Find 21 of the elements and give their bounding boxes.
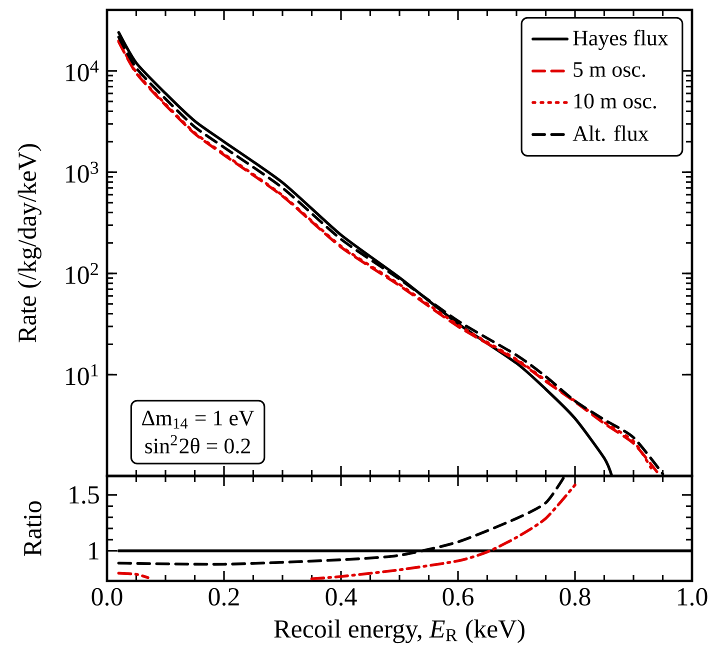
y-tick-label: 10$^{2}$ (66, 262, 98, 284)
legend-label: Hayes flux (573, 30, 668, 50)
annotation: Δm$_{14}$ = 1 eV (142, 410, 254, 429)
y-tick-label: 1.5 (70, 486, 99, 504)
y-tick-label: 10$^{3}$ (66, 162, 98, 183)
x-tick-label: 0.4 (326, 588, 357, 606)
x-tick-label: 0.0 (92, 588, 122, 606)
y-tick-label: 1 (89, 542, 98, 560)
y-tick-label: 10$^{4}$ (66, 60, 99, 82)
x-tick-label: 0.6 (442, 588, 474, 606)
legend-label: 10 m osc. (574, 94, 656, 109)
x-tick-label: 1.0 (678, 588, 708, 606)
legend-label: 5 m osc. (574, 62, 645, 77)
y-axis-title: Rate (/kg/day/keV) (18, 144, 42, 342)
x-tick-label: 0.2 (208, 588, 239, 606)
y-tick-label: 10$^{1}$ (66, 364, 98, 386)
annotation: sin$^{2}$2θ = 0.2 (145, 435, 250, 454)
x-axis-title: Recoil energy, E$_{R}$ (keV) (274, 619, 524, 644)
x-tick-label: 0.8 (560, 588, 590, 606)
legend-label: Alt. flux (572, 125, 649, 142)
y-axis-title: Ratio (24, 501, 42, 556)
